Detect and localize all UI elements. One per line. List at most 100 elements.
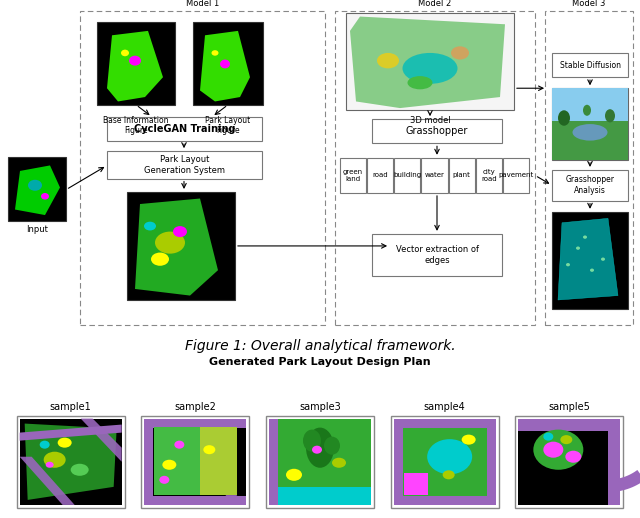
- Bar: [145, 419, 246, 427]
- Text: pavement: pavement: [499, 172, 534, 178]
- Ellipse shape: [28, 180, 42, 191]
- Text: Grasshopper
Analysis: Grasshopper Analysis: [566, 175, 614, 195]
- Polygon shape: [20, 425, 122, 441]
- Text: Base Information
Figure: Base Information Figure: [103, 116, 169, 135]
- Text: Model 3: Model 3: [572, 0, 605, 8]
- Bar: [394, 419, 403, 505]
- Bar: [609, 419, 620, 505]
- Bar: [17, 415, 125, 508]
- Bar: [515, 415, 623, 508]
- Bar: [394, 157, 420, 193]
- Ellipse shape: [461, 435, 476, 444]
- Bar: [394, 419, 495, 427]
- Ellipse shape: [312, 445, 322, 454]
- Bar: [269, 419, 278, 505]
- Bar: [552, 53, 628, 77]
- Text: Model 2: Model 2: [419, 0, 452, 8]
- Bar: [394, 419, 495, 505]
- Text: Stable Diffusion: Stable Diffusion: [559, 61, 621, 69]
- Ellipse shape: [576, 247, 580, 250]
- Polygon shape: [135, 198, 218, 296]
- Bar: [8, 156, 66, 221]
- Ellipse shape: [163, 460, 177, 470]
- Ellipse shape: [129, 56, 141, 66]
- Text: water: water: [424, 172, 444, 178]
- Polygon shape: [558, 219, 618, 300]
- Bar: [518, 419, 620, 430]
- Bar: [269, 419, 371, 505]
- Ellipse shape: [408, 76, 433, 89]
- Ellipse shape: [58, 438, 72, 448]
- Bar: [145, 496, 246, 505]
- Bar: [421, 157, 447, 193]
- Ellipse shape: [377, 53, 399, 68]
- Text: sample1: sample1: [50, 401, 92, 411]
- Text: Input: Input: [26, 225, 48, 234]
- Bar: [127, 192, 235, 300]
- Text: sample5: sample5: [548, 401, 590, 411]
- Ellipse shape: [151, 253, 169, 266]
- Ellipse shape: [443, 470, 454, 479]
- Text: Vector extraction of
edges: Vector extraction of edges: [396, 244, 479, 265]
- Text: Figure 1: Overall analytical framework.: Figure 1: Overall analytical framework.: [185, 339, 455, 353]
- Ellipse shape: [220, 60, 230, 68]
- Ellipse shape: [155, 232, 185, 254]
- Ellipse shape: [324, 437, 340, 455]
- Bar: [552, 212, 628, 309]
- Ellipse shape: [211, 50, 218, 56]
- Ellipse shape: [306, 427, 334, 468]
- Bar: [193, 22, 263, 105]
- Bar: [486, 419, 495, 505]
- Text: 3D model: 3D model: [410, 116, 451, 125]
- Ellipse shape: [533, 429, 583, 470]
- Bar: [20, 419, 122, 505]
- Ellipse shape: [174, 441, 184, 449]
- Polygon shape: [154, 427, 237, 496]
- Bar: [394, 419, 495, 505]
- Ellipse shape: [45, 462, 54, 468]
- Text: Park Layout
Figure: Park Layout Figure: [205, 116, 251, 135]
- Bar: [107, 151, 262, 179]
- Ellipse shape: [566, 263, 570, 266]
- Bar: [266, 415, 374, 508]
- Bar: [390, 415, 499, 508]
- Bar: [80, 11, 325, 325]
- Text: Generated Park Layout Design Plan: Generated Park Layout Design Plan: [209, 357, 431, 367]
- Ellipse shape: [573, 124, 607, 140]
- Bar: [545, 11, 633, 325]
- Bar: [154, 427, 200, 495]
- Ellipse shape: [543, 433, 554, 441]
- Bar: [269, 487, 371, 505]
- Text: sample2: sample2: [174, 401, 216, 411]
- Text: CycleGAN Training: CycleGAN Training: [134, 124, 236, 134]
- Ellipse shape: [561, 435, 572, 444]
- Polygon shape: [15, 165, 60, 215]
- Bar: [552, 88, 628, 121]
- Ellipse shape: [543, 442, 563, 458]
- Bar: [394, 496, 495, 505]
- Bar: [269, 419, 371, 505]
- Text: green
land: green land: [343, 168, 363, 182]
- Bar: [97, 22, 175, 105]
- Polygon shape: [25, 424, 116, 500]
- Bar: [340, 157, 366, 193]
- Ellipse shape: [451, 46, 469, 60]
- Bar: [476, 157, 502, 193]
- Polygon shape: [107, 31, 163, 102]
- Ellipse shape: [590, 268, 594, 272]
- Ellipse shape: [303, 429, 321, 452]
- Bar: [335, 11, 535, 325]
- Polygon shape: [200, 31, 250, 102]
- Polygon shape: [81, 419, 122, 462]
- Text: Grasshopper: Grasshopper: [406, 126, 468, 136]
- Ellipse shape: [286, 469, 302, 481]
- Bar: [404, 473, 428, 495]
- Bar: [346, 13, 514, 110]
- Ellipse shape: [40, 441, 50, 449]
- Text: plant: plant: [452, 172, 470, 178]
- Ellipse shape: [44, 452, 66, 468]
- Bar: [141, 415, 250, 508]
- Ellipse shape: [583, 105, 591, 116]
- Ellipse shape: [70, 464, 89, 476]
- Ellipse shape: [427, 439, 472, 474]
